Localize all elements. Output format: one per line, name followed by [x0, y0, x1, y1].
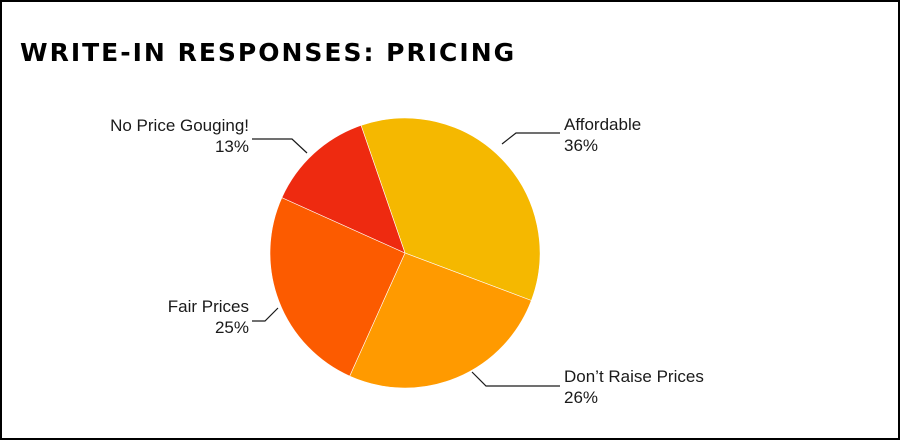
- leader-line: [252, 138, 308, 154]
- pie-slice-no-price-gouging: [281, 124, 406, 254]
- leader-line: [501, 132, 560, 145]
- leader-line: [471, 371, 560, 387]
- slice-label: No Price Gouging!: [110, 116, 249, 135]
- slice-labels: Affordable 36% Don’t Raise Prices 26% Fair P…: [110, 115, 704, 407]
- slice-label: Don’t Raise Prices: [564, 367, 704, 386]
- slice-percent-label: 13%: [215, 137, 249, 156]
- pie-slice-don-t-raise-prices: [349, 252, 532, 389]
- slice-percent-label: 36%: [564, 136, 598, 155]
- leader-lines: [252, 132, 560, 387]
- slice-label: Fair Prices: [168, 297, 249, 316]
- pie-slice-affordable: [360, 117, 541, 301]
- slice-label: Affordable: [564, 115, 641, 134]
- pie-slice-fair-prices: [269, 197, 406, 377]
- chart-title: WRITE-IN RESPONSES: PRICING: [20, 38, 517, 67]
- pie-slices: [269, 117, 541, 389]
- slice-percent-label: 25%: [215, 318, 249, 337]
- leader-line: [252, 307, 279, 322]
- slice-percent-label: 26%: [564, 388, 598, 407]
